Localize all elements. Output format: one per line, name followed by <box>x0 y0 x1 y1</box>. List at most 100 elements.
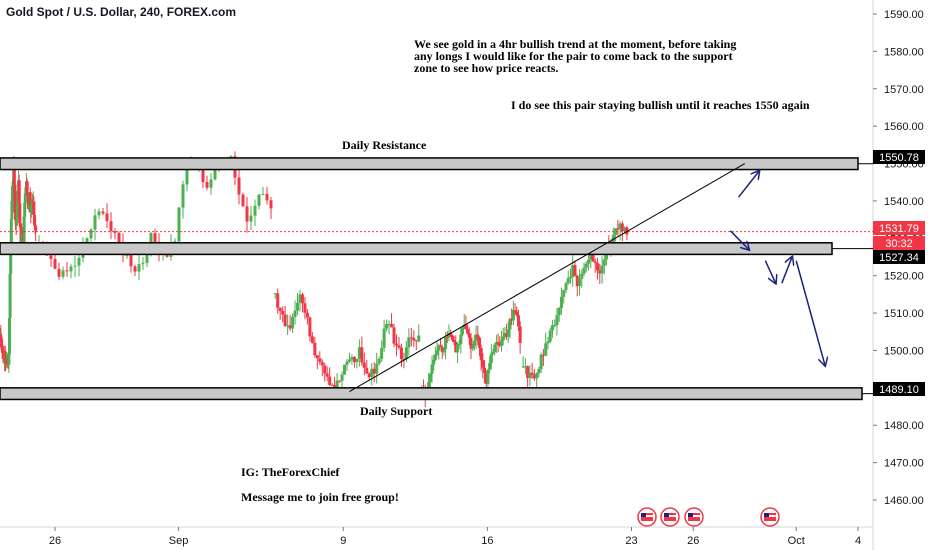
candle-body <box>476 334 480 338</box>
candle-body <box>555 315 559 326</box>
candle-body <box>201 167 205 183</box>
candle-body <box>438 345 442 347</box>
candle-body <box>367 373 371 378</box>
flag-canton-icon <box>641 513 646 517</box>
candle-body <box>278 307 282 312</box>
candle-body <box>562 290 566 297</box>
direction-arrow-down <box>729 230 749 250</box>
price-marker-zone[interactable] <box>873 150 925 164</box>
candle-body <box>409 337 413 339</box>
price-tick-label: 1480.00 <box>884 420 924 432</box>
candle-body <box>500 340 504 346</box>
candle-body <box>335 380 339 390</box>
candle-body <box>541 354 545 356</box>
candle-body <box>598 270 602 274</box>
candle-body <box>105 213 109 222</box>
candle-body <box>466 329 470 334</box>
candle-body <box>1 351 5 355</box>
candle-body <box>483 367 487 374</box>
candle-body <box>57 268 61 277</box>
candle-body <box>474 334 478 341</box>
candle-body <box>593 261 597 264</box>
event-icons <box>637 507 780 527</box>
price-marker-label: 1527.34 <box>879 252 919 264</box>
candle-body <box>489 353 493 364</box>
candle-body <box>442 349 446 353</box>
economic-event-icon[interactable] <box>660 507 680 527</box>
candle-body <box>380 347 384 359</box>
candle-body <box>625 227 629 235</box>
candle-body <box>315 355 319 359</box>
candle-body <box>265 193 269 201</box>
candle-body <box>539 354 543 369</box>
candle-body <box>32 201 36 215</box>
candle-body <box>372 368 376 374</box>
candle-body <box>303 303 307 313</box>
candle-body <box>13 184 17 213</box>
candle-body <box>370 368 374 378</box>
candle-body <box>355 358 359 363</box>
economic-event-icon[interactable] <box>684 507 704 527</box>
candle-body <box>109 221 113 232</box>
candle-body <box>521 366 525 368</box>
candle-body <box>508 318 512 330</box>
candle-body <box>15 219 19 226</box>
candle-body <box>493 344 497 353</box>
candle-body <box>17 180 21 204</box>
candle-body <box>623 227 627 232</box>
candle-body <box>428 373 432 382</box>
price-tick-label: 1510.00 <box>884 308 924 320</box>
candle-body <box>362 362 366 368</box>
candle-body <box>293 310 297 317</box>
candle-body <box>352 357 356 363</box>
price-marker-label: 1550.78 <box>879 152 919 164</box>
candle-body <box>548 330 552 342</box>
zones <box>0 157 873 401</box>
price-axis[interactable]: 1590.001580.001570.001560.001550.001540.… <box>873 9 925 507</box>
candle-body <box>414 340 418 342</box>
price-tick-label: 1590.00 <box>884 9 924 21</box>
message-annotation: Message me to join free group! <box>241 490 399 504</box>
candle-body <box>589 254 593 260</box>
candle-body <box>518 326 522 343</box>
candle-body <box>516 315 520 327</box>
candle-body <box>273 293 277 295</box>
economic-event-icon[interactable] <box>637 507 657 527</box>
candle-body <box>559 296 563 308</box>
price-marker-countdown[interactable] <box>873 236 925 250</box>
price-marker-current[interactable] <box>873 221 925 235</box>
candle-body <box>417 335 421 342</box>
candle-body <box>345 361 349 365</box>
candle-body <box>241 194 245 207</box>
candle-body <box>399 347 403 360</box>
candle-body <box>30 201 34 205</box>
candle-body <box>444 337 448 350</box>
time-tick-label: Sep <box>169 535 189 547</box>
price-marker-zone[interactable] <box>873 382 925 396</box>
candle-body <box>153 233 157 242</box>
candle-body <box>447 332 451 338</box>
economic-event-icon[interactable] <box>760 507 780 527</box>
direction-arrow-down <box>795 260 825 366</box>
candle-body <box>61 270 65 277</box>
price-tick-label: 1470.00 <box>884 458 924 470</box>
candle-body <box>300 294 304 304</box>
candle-body <box>26 192 30 195</box>
candle-body <box>591 254 595 262</box>
candle-body <box>22 216 26 243</box>
candle-body <box>526 366 530 379</box>
candle-body <box>494 342 498 345</box>
candle-body <box>580 273 584 279</box>
time-axis[interactable]: 26 Sep 9 16 23 26 Oct 4 <box>49 527 861 547</box>
candle-body <box>454 341 458 353</box>
candle-body <box>568 277 572 279</box>
price-tick-label: 1460.00 <box>884 495 924 507</box>
price-marker-zone[interactable] <box>873 250 925 264</box>
candle-body <box>237 177 241 195</box>
resistance-label: Daily Resistance <box>342 138 427 152</box>
candle-body <box>177 207 181 242</box>
candle-body <box>328 376 332 385</box>
candle-body <box>97 211 101 216</box>
candle-body <box>308 317 312 337</box>
